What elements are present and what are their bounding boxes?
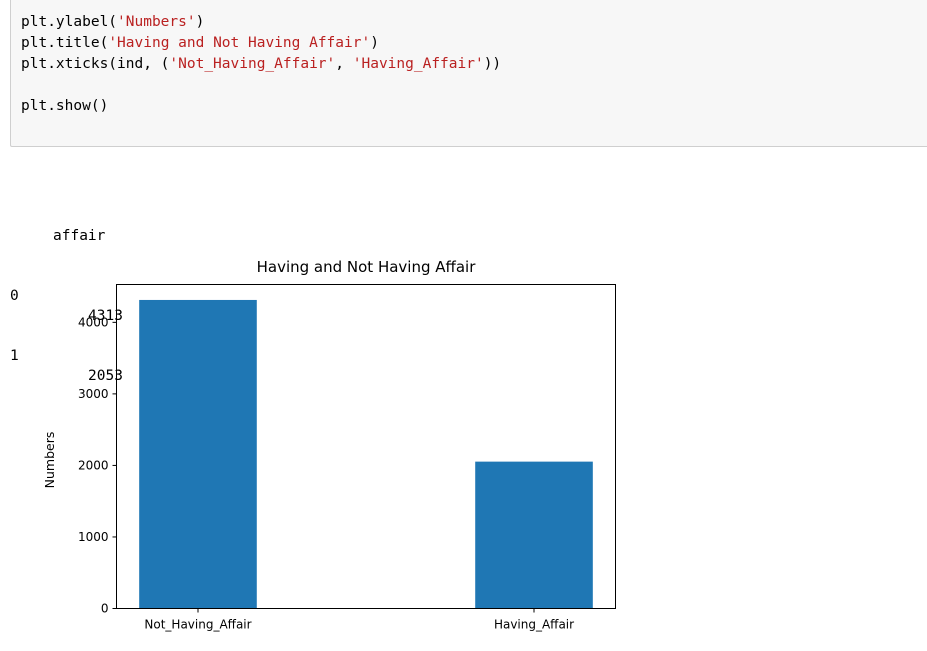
row-value: 4313 bbox=[88, 308, 123, 324]
y-axis-label: Numbers bbox=[42, 432, 57, 489]
y-ticks: 0 1000 2000 3000 4000 bbox=[78, 315, 117, 616]
code-line-1: plt.ylabel('Numbers') bbox=[21, 14, 205, 30]
y-tick-label: 0 bbox=[101, 602, 109, 616]
y-tick-label: 4000 bbox=[78, 315, 109, 329]
plot-frame bbox=[116, 284, 616, 609]
chart-title: Having and Not Having Affair bbox=[257, 258, 477, 276]
code-line-3: plt.xticks(ind, ('Not_Having_Affair', 'H… bbox=[21, 56, 502, 72]
code-line-2: plt.title('Having and Not Having Affair'… bbox=[21, 35, 379, 51]
row-value: 2053 bbox=[88, 368, 123, 384]
bar-not-having-affair bbox=[139, 299, 257, 609]
bar-chart: Having and Not Having Affair Numbers 0 10… bbox=[42, 258, 616, 632]
table-row: 0 4313 bbox=[10, 266, 123, 324]
x-tick-label: Not_Having_Affair bbox=[144, 618, 251, 632]
column-header: affair bbox=[53, 228, 106, 244]
row-index: 0 bbox=[10, 288, 19, 304]
code-cell[interactable]: plt.ylabel('Numbers') plt.title('Having … bbox=[10, 0, 927, 147]
table-row: 1 2053 bbox=[10, 326, 123, 384]
y-tick-label: 3000 bbox=[78, 387, 109, 401]
dataframe-header: affair bbox=[10, 206, 105, 244]
row-index: 1 bbox=[10, 348, 19, 364]
y-tick-label: 2000 bbox=[78, 458, 109, 472]
dataframe-output: affair 0 4313 1 2053 bbox=[10, 166, 123, 384]
x-tick-label: Having_Affair bbox=[494, 618, 574, 632]
bars-group bbox=[139, 299, 593, 609]
bar-having-affair bbox=[475, 461, 593, 609]
x-ticks: Not_Having_Affair Having_Affair bbox=[144, 608, 574, 632]
code-line-5: plt.show() bbox=[21, 98, 109, 114]
y-tick-label: 1000 bbox=[78, 530, 109, 544]
